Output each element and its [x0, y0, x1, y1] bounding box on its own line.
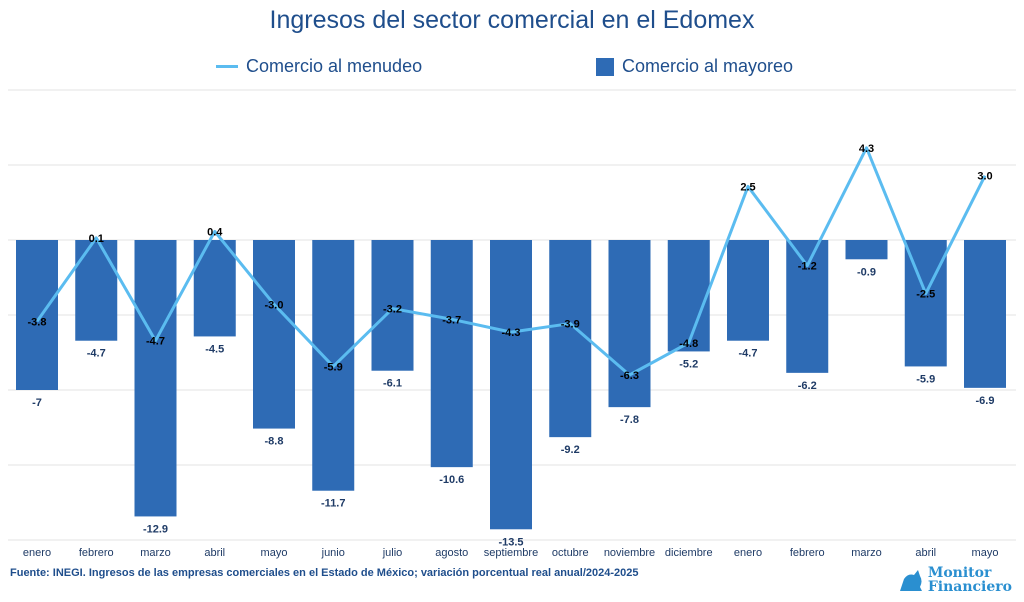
x-tick-label: enero [23, 547, 51, 559]
bar-label: -10.6 [439, 474, 464, 486]
logo-line1: Monitor [927, 565, 992, 581]
x-tick-label: junio [321, 547, 345, 559]
bar [193, 240, 236, 337]
bar [371, 240, 414, 371]
x-tick-label: agosto [435, 547, 468, 559]
legend-label: Comercio al menudeo [246, 56, 423, 76]
bar-label: -5.9 [916, 373, 935, 385]
line-series [35, 146, 987, 377]
bar [134, 240, 177, 517]
bull-logo-icon [899, 570, 922, 591]
line-label: -4.7 [146, 336, 165, 348]
bar-label: -8.8 [265, 436, 284, 448]
bar [608, 240, 651, 408]
line-label: -4.3 [502, 327, 521, 339]
x-tick-label: abril [204, 547, 225, 559]
bar [667, 240, 710, 352]
line-label: -1.2 [798, 261, 817, 273]
bar-label: -6.2 [798, 380, 817, 392]
chart-title: Ingresos del sector comercial en el Edom… [269, 6, 755, 34]
legend: Comercio al menudeo Comercio al mayoreo [0, 56, 1024, 82]
bar-label: -4.5 [205, 343, 224, 355]
x-tick-label: octubre [552, 547, 589, 559]
bar [786, 240, 829, 373]
logo: Monitor Financiero [898, 566, 1012, 594]
x-tick-label: diciembre [665, 547, 713, 559]
bar [253, 240, 295, 429]
bar [490, 240, 532, 530]
bar [727, 240, 769, 341]
x-tick-label: abril [915, 547, 936, 559]
bar-label: -9.2 [561, 444, 580, 456]
bar-label: -0.9 [857, 266, 876, 278]
x-tick-label: julio [382, 547, 403, 559]
bar-swatch-icon [596, 57, 614, 76]
x-tick-label: marzo [140, 547, 171, 559]
x-tick-label: marzo [851, 547, 882, 559]
line-label: -3.0 [265, 299, 284, 311]
bar-label: -11.7 [321, 498, 345, 510]
line-label: -3.8 [28, 316, 47, 328]
x-tick-label: mayo [261, 547, 288, 559]
bar-label: -4.7 [739, 348, 758, 360]
x-tick-label: mayo [972, 547, 999, 559]
bar [75, 240, 118, 341]
line-label: -2.5 [916, 289, 935, 301]
legend-label: Comercio al mayoreo [622, 56, 794, 76]
source-note: Fuente: INEGI. Ingresos de las empresas … [10, 567, 639, 579]
logo-line2: Financiero [927, 579, 1012, 595]
bar-label: -12.9 [143, 523, 168, 535]
line-label: -3.7 [442, 314, 461, 326]
x-tick-label: septiembre [484, 547, 538, 559]
bar [845, 240, 888, 260]
x-tick-label: enero [734, 547, 762, 559]
x-tick-label: febrero [79, 547, 114, 559]
bar-label: -6.1 [383, 378, 402, 390]
bar [430, 240, 473, 468]
legend-item-menudeo: Comercio al menudeo [216, 56, 422, 77]
x-tick-label: febrero [790, 547, 825, 559]
bar [964, 240, 1006, 388]
line-label: -4.8 [679, 338, 698, 350]
legend-item-mayoreo: Comercio al mayoreo [596, 56, 793, 77]
line-label: -6.3 [620, 370, 639, 382]
bar-label: -4.7 [87, 348, 106, 360]
line-label: 2.5 [740, 181, 755, 193]
line-label: -3.2 [383, 304, 402, 316]
line-swatch-icon [216, 65, 238, 68]
line-label: 0.1 [89, 233, 104, 245]
x-tick-label: noviembre [604, 547, 655, 559]
bar-label: -6.9 [976, 395, 995, 407]
line-label: 4.3 [859, 143, 874, 155]
bar [549, 240, 592, 438]
bar [16, 240, 58, 390]
line-label: 3.0 [977, 171, 992, 183]
line-label: -3.9 [561, 319, 580, 331]
bar-label: -7 [32, 397, 42, 409]
bar-label: -13.5 [498, 536, 523, 548]
bar-label: -5.2 [679, 358, 698, 370]
line-label: -5.9 [324, 361, 343, 373]
bar-label: -7.8 [620, 414, 639, 426]
line-label: 0.4 [207, 226, 223, 238]
